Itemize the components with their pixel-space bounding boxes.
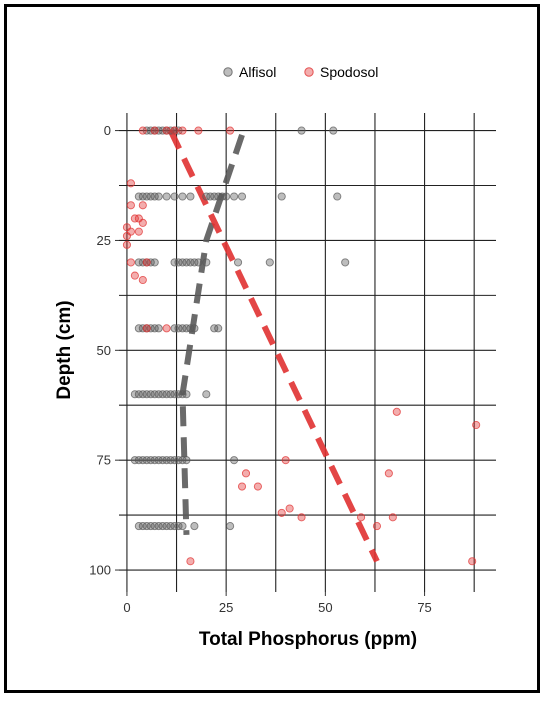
point-alfisol xyxy=(329,126,338,135)
point-spodosol xyxy=(126,179,135,188)
point-alfisol xyxy=(234,258,243,267)
point-alfisol xyxy=(341,258,350,267)
point-spodosol xyxy=(237,482,247,491)
y-tick-label: 100 xyxy=(89,563,111,578)
trend-line-alfisol xyxy=(179,134,245,535)
x-axis-title: Total Phosphorus (ppm) xyxy=(199,629,417,650)
point-spodosol xyxy=(130,271,139,280)
x-tick-label: 75 xyxy=(417,600,431,615)
point-alfisol xyxy=(182,390,191,399)
point-alfisol xyxy=(265,258,274,267)
point-spodosol xyxy=(138,218,147,227)
y-tick-label: 0 xyxy=(104,123,111,138)
point-spodosol xyxy=(162,126,171,135)
point-alfisol xyxy=(178,522,187,531)
data-points xyxy=(122,126,481,566)
trend-line-spodosol xyxy=(167,129,380,563)
point-alfisol xyxy=(226,522,235,531)
grid-lines xyxy=(119,113,496,592)
point-alfisol xyxy=(150,258,159,267)
legend: Alfisol Spodosol xyxy=(223,64,378,80)
y-tick-label: 50 xyxy=(97,343,111,358)
point-spodosol xyxy=(372,522,381,531)
point-spodosol xyxy=(357,513,366,522)
point-alfisol xyxy=(214,324,223,333)
point-alfisol xyxy=(222,192,231,201)
point-alfisol xyxy=(230,192,239,201)
point-spodosol xyxy=(138,275,147,285)
y-axis-ticks: 0 25 50 75 100 xyxy=(89,123,119,578)
point-alfisol xyxy=(230,456,239,465)
point-spodosol xyxy=(138,201,147,210)
y-axis-title: Depth (cm) xyxy=(54,300,75,399)
point-alfisol xyxy=(194,258,203,267)
point-spodosol xyxy=(142,258,151,267)
point-spodosol xyxy=(126,201,135,210)
x-tick-label: 25 xyxy=(219,600,233,615)
point-spodosol xyxy=(388,513,397,522)
point-spodosol xyxy=(162,324,171,333)
point-alfisol xyxy=(237,192,247,201)
point-spodosol xyxy=(194,126,203,135)
point-alfisol xyxy=(333,192,342,201)
point-spodosol xyxy=(122,240,131,249)
point-alfisol xyxy=(190,324,199,333)
point-spodosol xyxy=(142,324,151,333)
point-spodosol xyxy=(241,469,251,478)
point-alfisol xyxy=(186,192,195,201)
point-alfisol xyxy=(154,192,163,201)
point-spodosol xyxy=(285,504,294,513)
legend-marker-alfisol xyxy=(223,67,233,77)
point-alfisol xyxy=(202,390,211,399)
point-spodosol xyxy=(126,258,135,267)
y-tick-label: 75 xyxy=(97,453,111,468)
point-spodosol xyxy=(226,126,235,135)
point-alfisol xyxy=(277,192,286,201)
point-alfisol xyxy=(162,192,171,201)
legend-label-alfisol: Alfisol xyxy=(239,64,276,80)
point-spodosol xyxy=(186,557,195,566)
point-spodosol xyxy=(178,126,187,135)
point-alfisol xyxy=(154,324,163,333)
point-alfisol xyxy=(297,126,306,135)
point-spodosol xyxy=(392,407,401,416)
point-alfisol xyxy=(190,522,199,531)
point-spodosol xyxy=(122,231,131,241)
y-tick-label: 25 xyxy=(97,233,111,248)
x-tick-label: 50 xyxy=(318,600,332,615)
point-alfisol xyxy=(178,192,187,201)
point-spodosol xyxy=(384,469,393,478)
point-alfisol xyxy=(202,258,211,267)
point-spodosol xyxy=(170,126,179,135)
point-spodosol xyxy=(253,482,262,491)
point-spodosol xyxy=(281,456,290,465)
figure-frame xyxy=(4,4,540,693)
point-spodosol xyxy=(468,557,477,566)
point-alfisol xyxy=(182,456,191,465)
trend-lines xyxy=(167,129,380,563)
point-spodosol xyxy=(277,508,286,517)
point-spodosol xyxy=(150,126,159,135)
legend-marker-spodosol xyxy=(304,67,314,77)
x-axis-ticks: 0 25 50 75 xyxy=(123,592,432,615)
x-tick-label: 0 xyxy=(123,600,130,615)
point-spodosol xyxy=(134,227,143,236)
point-spodosol xyxy=(297,513,306,522)
point-spodosol xyxy=(138,126,147,135)
legend-label-spodosol: Spodosol xyxy=(320,64,378,80)
point-alfisol xyxy=(170,192,179,201)
point-spodosol xyxy=(472,420,481,430)
